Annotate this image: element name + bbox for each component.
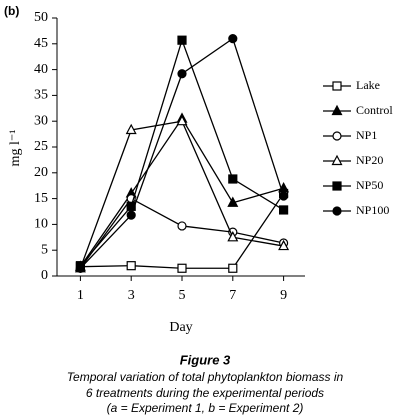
marker — [177, 221, 187, 231]
marker — [177, 69, 187, 79]
marker — [176, 114, 188, 126]
x-tick-label: 5 — [179, 288, 186, 303]
marker — [228, 174, 238, 184]
legend-label: NP20 — [356, 153, 383, 167]
marker — [227, 231, 239, 242]
x-axis-label: Day — [169, 320, 192, 335]
caption-line: 6 treatments during the experimental per… — [86, 386, 324, 400]
marker — [279, 205, 289, 215]
legend-marker — [332, 206, 342, 216]
marker — [75, 263, 86, 273]
marker — [177, 263, 187, 273]
legend-label: Lake — [356, 78, 380, 92]
x-tick-label: 1 — [77, 288, 84, 303]
legend-label: Control — [356, 103, 393, 117]
marker — [125, 123, 137, 135]
marker — [279, 191, 289, 201]
y-tick-label: 0 — [41, 268, 48, 283]
y-tick-label: 30 — [34, 113, 48, 128]
panel-label: (b) — [4, 4, 19, 18]
legend-label: NP100 — [356, 203, 389, 217]
x-tick-label: 3 — [128, 288, 135, 303]
marker — [278, 239, 290, 251]
y-tick-label: 20 — [34, 165, 48, 180]
legend-marker — [332, 131, 342, 141]
y-tick-label: 40 — [34, 62, 48, 77]
y-tick-label: 35 — [34, 88, 48, 103]
y-tick-label: 25 — [34, 139, 48, 154]
marker — [177, 35, 187, 45]
caption-line: Temporal variation of total phytoplankto… — [67, 370, 344, 384]
legend-marker — [331, 104, 343, 116]
series-line — [79, 117, 284, 268]
marker — [126, 261, 136, 271]
series-line — [79, 120, 284, 269]
legend-marker — [331, 154, 343, 166]
marker — [228, 34, 238, 44]
x-tick-label: 7 — [229, 288, 236, 303]
y-axis-label: mg l⁻¹ — [8, 130, 23, 167]
legend-label: NP1 — [356, 128, 377, 142]
y-tick-label: 5 — [41, 242, 48, 257]
y-tick-label: 45 — [34, 36, 48, 51]
legend-marker — [332, 81, 342, 91]
marker — [126, 201, 136, 211]
series-line — [79, 197, 284, 269]
y-tick-label: 15 — [34, 191, 48, 206]
caption-title: Figure 3 — [180, 352, 231, 367]
marker — [227, 196, 239, 207]
marker — [126, 210, 136, 220]
caption-line: (a = Experiment 1, b = Experiment 2) — [107, 401, 304, 415]
legend-marker — [332, 181, 342, 191]
y-tick-label: 50 — [34, 10, 48, 25]
marker — [228, 263, 238, 273]
legend-label: NP50 — [356, 178, 383, 192]
x-tick-label: 9 — [280, 288, 287, 303]
y-tick-label: 10 — [34, 217, 48, 232]
